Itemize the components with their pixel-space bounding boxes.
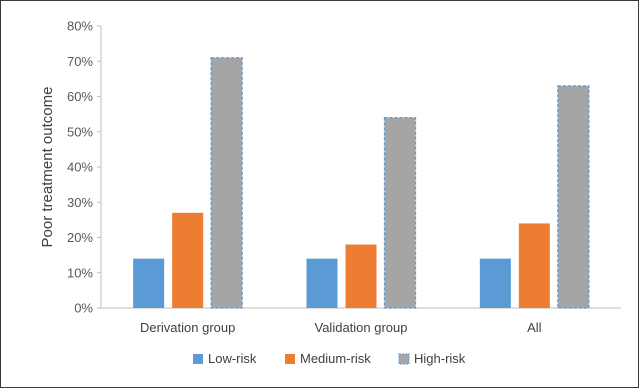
- bar-high-risk-validation-group: [383, 117, 417, 309]
- y-tick-label: 10%: [67, 265, 93, 280]
- y-tick-label: 30%: [67, 195, 93, 210]
- legend-label-low-risk: Low-risk: [208, 351, 257, 366]
- x-category-label: All: [527, 320, 542, 335]
- legend-swatch-low-risk: [193, 354, 203, 364]
- y-tick-label: 40%: [67, 160, 93, 175]
- bar-high-risk-all: [557, 85, 590, 309]
- y-tick-label: 50%: [67, 124, 93, 139]
- y-axis-title: Poor treatment outcome: [39, 87, 56, 248]
- labels: 0% 10% 20% 30% 40% 50% 60% 70% 80% Poor treatment…: [39, 19, 542, 336]
- y-tick-label: 60%: [67, 89, 93, 104]
- y-tick-label: 0%: [74, 301, 93, 316]
- bar-medium-risk-derivation-group: [172, 212, 204, 308]
- y-tick-label: 80%: [67, 19, 93, 34]
- y-tick-label: 70%: [67, 54, 93, 69]
- legend: Low-risk Medium-risk High-risk: [193, 351, 466, 366]
- legend-label-medium-risk: Medium-risk: [300, 351, 371, 366]
- bar-medium-risk-all: [518, 223, 550, 308]
- bar-low-risk-all: [479, 258, 511, 308]
- x-category-label: Derivation group: [140, 320, 235, 335]
- legend-swatch-high-risk: [398, 353, 410, 365]
- bars: [133, 57, 590, 309]
- x-category-label: Validation group: [315, 320, 408, 335]
- legend-swatch-medium-risk: [285, 354, 295, 364]
- bar-low-risk-derivation-group: [133, 258, 165, 308]
- bar-low-risk-validation-group: [306, 258, 338, 308]
- legend-label-high-risk: High-risk: [414, 351, 466, 366]
- y-tick-label: 20%: [67, 230, 93, 245]
- bar-high-risk-derivation-group: [210, 57, 243, 309]
- bar-medium-risk-validation-group: [345, 244, 377, 308]
